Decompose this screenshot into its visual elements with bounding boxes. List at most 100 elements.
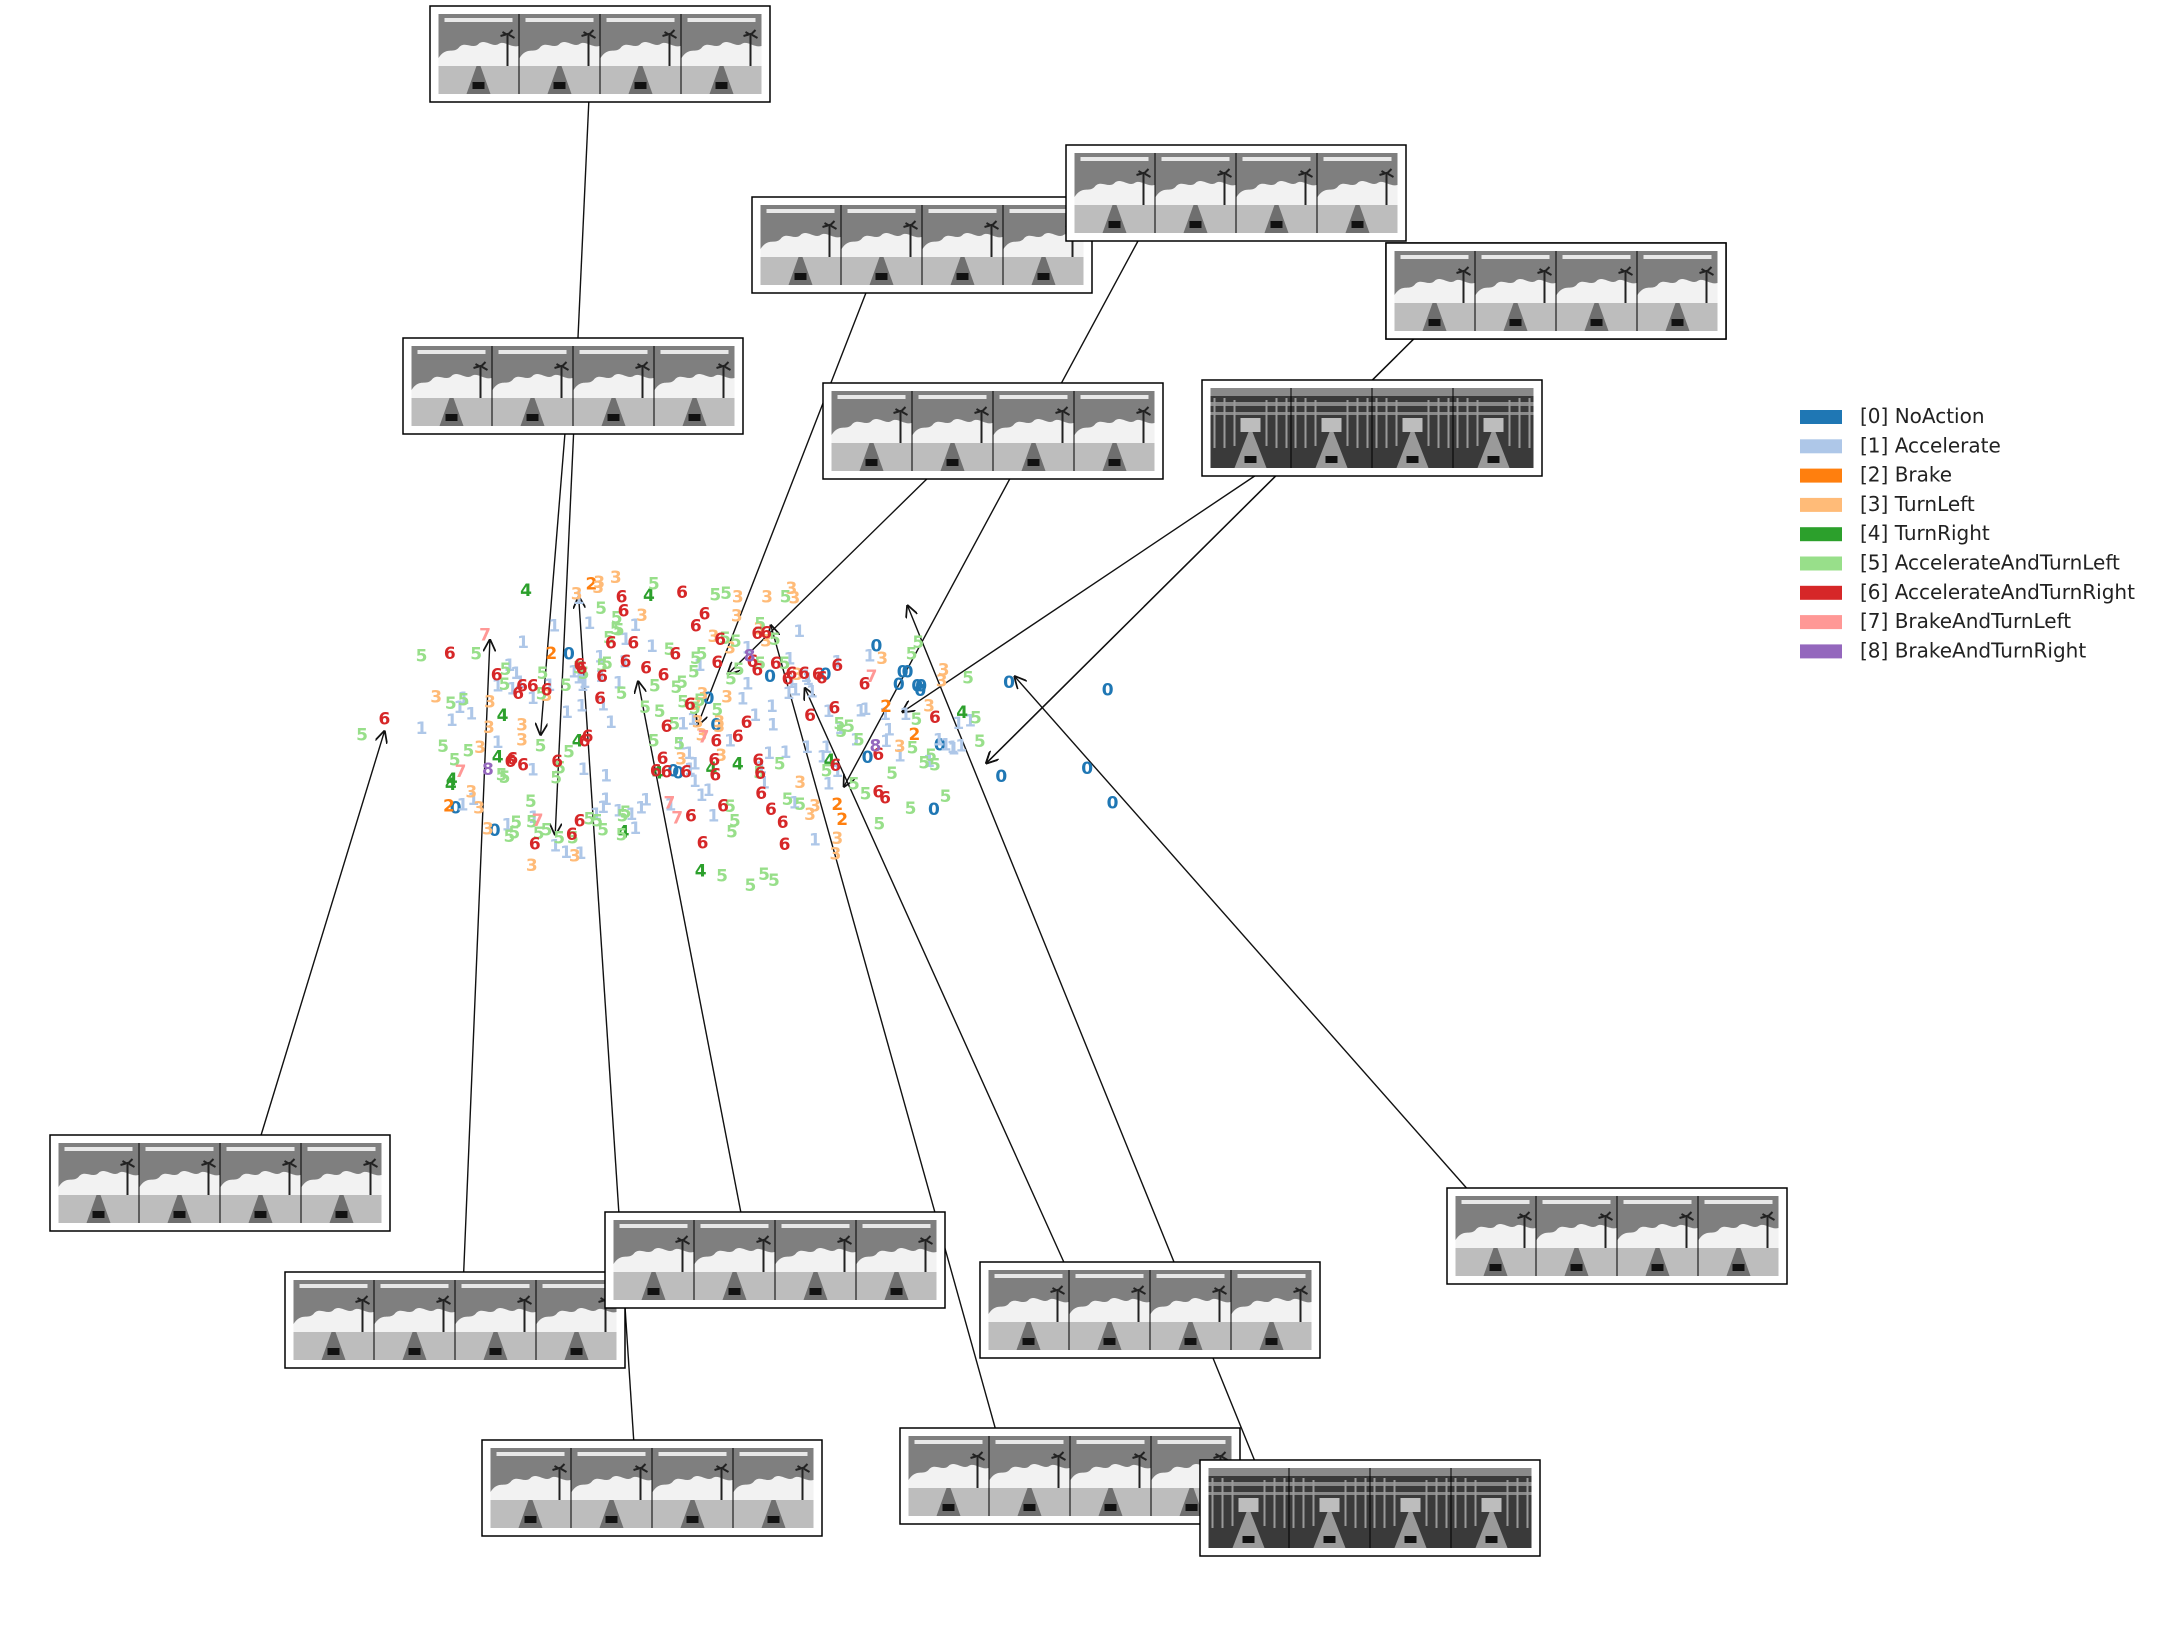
thumbnail-strip-top-center (751, 196, 1093, 294)
thumbnail-frame (1453, 388, 1534, 468)
point-5-61: 5 (860, 785, 872, 805)
point-5-13: 5 (553, 828, 565, 848)
point-5-24: 5 (560, 676, 572, 696)
point-1-66: 1 (793, 622, 805, 642)
point-3-0: 3 (526, 856, 538, 876)
point-0-16: 0 (934, 736, 946, 756)
point-5-6: 5 (503, 827, 515, 847)
point-5-27: 5 (499, 675, 511, 695)
point-5-86: 5 (676, 673, 688, 693)
legend: [0] NoAction [1] Accelerate [2] Brake [3] T… (1800, 404, 2135, 662)
point-5-67: 5 (929, 755, 941, 775)
point-1-33: 1 (549, 837, 561, 857)
annotation-arrow (805, 688, 1065, 1263)
point-4-4: 4 (572, 731, 584, 751)
thumbnail-strip-bottom-left (49, 1134, 391, 1232)
point-5-47: 5 (730, 632, 742, 652)
point-1-81: 1 (933, 731, 945, 751)
point-5-103: 5 (578, 664, 590, 684)
point-1-27: 1 (548, 617, 560, 637)
thumbnail-frame (831, 391, 912, 471)
point-5-84: 5 (774, 755, 786, 775)
point-1-46: 1 (684, 760, 696, 780)
thumbnail-frame (654, 346, 735, 426)
point-1-92: 1 (809, 831, 821, 851)
point-2-3: 2 (831, 795, 843, 815)
annotation-arrow (698, 292, 867, 725)
legend-swatch-3 (1800, 497, 1842, 512)
point-1-62: 1 (767, 715, 779, 735)
point-6-11: 6 (512, 684, 524, 704)
point-6-47: 6 (798, 664, 810, 684)
point-6-14: 6 (541, 680, 553, 700)
point-1-39: 1 (625, 805, 637, 825)
point-1-21: 1 (605, 713, 617, 733)
point-3-32: 3 (809, 796, 821, 816)
annotation-arrow (541, 433, 566, 735)
point-1-40: 1 (629, 819, 641, 839)
point-4-9: 4 (824, 751, 836, 771)
point-1-38: 1 (613, 801, 625, 821)
point-5-66: 5 (918, 753, 930, 773)
point-6-3: 6 (517, 755, 529, 775)
point-1-10: 1 (527, 689, 539, 709)
annotation-arrow (844, 240, 1139, 786)
point-1-3: 1 (465, 704, 477, 724)
point-5-82: 5 (758, 865, 770, 885)
point-1-64: 1 (789, 680, 801, 700)
point-1-67: 1 (800, 667, 812, 687)
point-1-41: 1 (635, 799, 647, 819)
point-5-93: 5 (639, 698, 651, 718)
point-6-5: 6 (566, 825, 578, 845)
legend-label-4: [4] TurnRight (1860, 521, 1990, 545)
thumbnail-frame (1617, 1196, 1698, 1276)
point-6-64: 6 (616, 588, 628, 608)
point-5-7: 5 (508, 823, 520, 843)
point-5-33: 5 (537, 664, 549, 684)
point-0-3: 0 (667, 761, 679, 781)
thumbnail-frame (1074, 391, 1155, 471)
point-5-36: 5 (601, 654, 613, 674)
point-2-0: 2 (443, 796, 455, 816)
thumbnail-frame (694, 1220, 775, 1300)
point-6-31: 6 (755, 784, 767, 804)
point-5-56: 5 (835, 722, 847, 742)
point-1-98: 1 (561, 703, 573, 723)
point-1-107: 1 (758, 774, 770, 794)
point-5-46: 5 (725, 669, 737, 689)
point-1-15: 1 (568, 663, 580, 683)
point-1-2: 1 (454, 698, 466, 718)
point-6-18: 6 (605, 634, 617, 654)
point-1-52: 1 (696, 786, 708, 806)
point-6-22: 6 (685, 807, 697, 827)
point-5-78: 5 (724, 797, 736, 817)
point-5-57: 5 (782, 790, 794, 810)
thumbnail-frame (1536, 1196, 1617, 1276)
point-1-100: 1 (560, 843, 572, 863)
point-5-91: 5 (690, 649, 702, 669)
point-6-34: 6 (661, 763, 673, 783)
point-1-51: 1 (689, 772, 701, 792)
thumbnail-frame (1451, 1468, 1532, 1548)
point-6-41: 6 (770, 654, 782, 674)
point-3-37: 3 (707, 627, 719, 647)
point-5-11: 5 (526, 812, 538, 832)
point-5-34: 5 (573, 658, 585, 678)
point-3-21: 3 (724, 639, 736, 659)
point-1-54: 1 (707, 807, 719, 827)
thumbnail-frame (1698, 1196, 1779, 1276)
point-6-66: 6 (699, 604, 711, 624)
thumbnail-frame (438, 14, 519, 94)
point-1-90: 1 (783, 684, 795, 704)
thumbnail-frame (988, 1270, 1069, 1350)
point-4-11: 4 (643, 586, 655, 606)
thumbnail-strip-top-left (429, 5, 771, 103)
point-5-89: 5 (668, 715, 680, 735)
annotation-arrow (555, 101, 590, 835)
point-1-58: 1 (737, 690, 749, 710)
point-8-2: 8 (869, 737, 881, 757)
point-4-7: 4 (705, 759, 717, 779)
point-5-72: 5 (974, 732, 986, 752)
point-5-19: 5 (554, 758, 566, 778)
point-1-87: 1 (964, 712, 976, 732)
